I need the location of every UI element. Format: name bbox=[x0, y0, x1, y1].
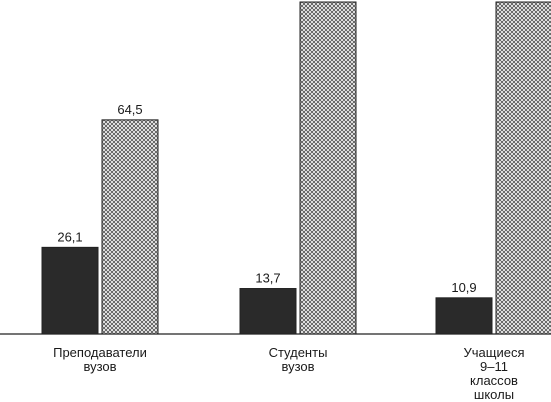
bar-solid-0 bbox=[41, 246, 99, 335]
bar-hatched-1 bbox=[299, 1, 357, 335]
bar-hatched-2 bbox=[495, 1, 551, 335]
bar-hatched-0 bbox=[101, 119, 159, 335]
labels-layer: 26,164,5Преподавателивузов13,7Студентыву… bbox=[53, 102, 524, 402]
bar-solid-1 bbox=[239, 288, 297, 335]
category-label-1-line-0: Студенты bbox=[269, 345, 328, 360]
category-label-1-line-1: вузов bbox=[281, 359, 314, 374]
category-label-2-line-3: школы bbox=[474, 387, 514, 402]
value-label-solid-1: 13,7 bbox=[255, 271, 280, 286]
value-label-solid-0: 26,1 bbox=[57, 229, 82, 244]
category-label-0-line-1: вузов bbox=[83, 359, 116, 374]
bars-layer bbox=[41, 1, 551, 335]
value-label-hatched-0: 64,5 bbox=[117, 102, 142, 117]
category-label-2-line-0: Учащиеся bbox=[464, 345, 525, 360]
category-label-0-line-0: Преподаватели bbox=[53, 345, 147, 360]
bar-solid-2 bbox=[435, 297, 493, 335]
value-label-solid-2: 10,9 bbox=[451, 280, 476, 295]
category-label-2-line-1: 9–11 bbox=[480, 359, 508, 374]
category-label-2-line-2: классов bbox=[470, 373, 518, 388]
